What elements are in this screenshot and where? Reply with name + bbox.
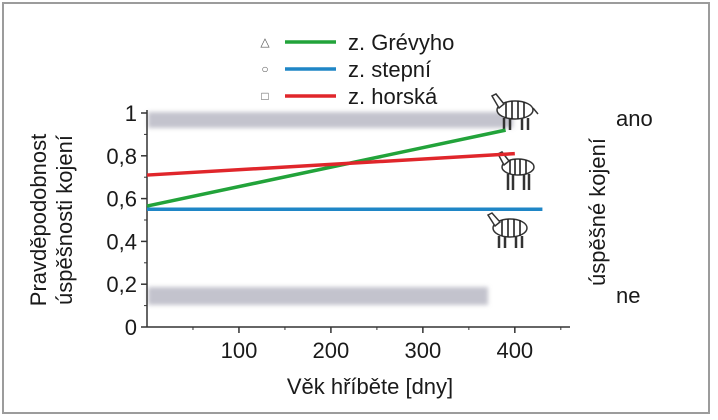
x-axis-title: Věk hříběte [dny] [287, 374, 453, 399]
zebra-horska-icon [496, 151, 535, 190]
legend-marker-2: □ [261, 89, 268, 103]
y-tick-label: 1 [125, 101, 137, 126]
observation-band-ne [148, 287, 488, 305]
series-lines [146, 128, 543, 212]
x-tick-label: 400 [496, 338, 533, 363]
x-axis-ticks: 100 200 300 400 [192, 327, 562, 363]
legend-label-0: z. Grévyho [348, 30, 454, 55]
y-tick-label: 0,6 [106, 187, 137, 212]
legend-marker-0: △ [260, 35, 270, 49]
y-tick-label: 0,8 [106, 144, 137, 169]
x-tick-label: 100 [221, 338, 258, 363]
zebra-stepni-icon [486, 212, 528, 248]
observation-band-ano [148, 112, 513, 128]
y-tick-label: 0,2 [106, 272, 137, 297]
x-tick-label: 200 [313, 338, 350, 363]
y-axis-title-line1: Pravděpodobnost [26, 134, 51, 306]
series-line-2 [146, 151, 515, 177]
legend-label-2: z. horská [348, 84, 438, 109]
legend-marker-1: ○ [261, 62, 268, 76]
zebra-grevy-icon [490, 93, 539, 130]
y-tick-label: 0,4 [106, 229, 137, 254]
x-tick-label: 300 [405, 338, 442, 363]
y-axis-ticks: 0 0,2 0,4 0,6 0,8 1 [106, 101, 147, 340]
series-line-0 [146, 128, 506, 208]
right-axis-title: úspěšné kojení [585, 138, 610, 286]
y-axis-title-line2: úspěšnosti kojení [52, 135, 77, 305]
right-axis-label-ano: ano [616, 106, 653, 131]
legend-label-1: z. stepní [348, 57, 431, 82]
legend: △ z. Grévyho ○ z. stepní □ z. horská [260, 30, 454, 109]
right-axis-label-ne: ne [616, 283, 640, 308]
y-tick-label: 0 [125, 315, 137, 340]
